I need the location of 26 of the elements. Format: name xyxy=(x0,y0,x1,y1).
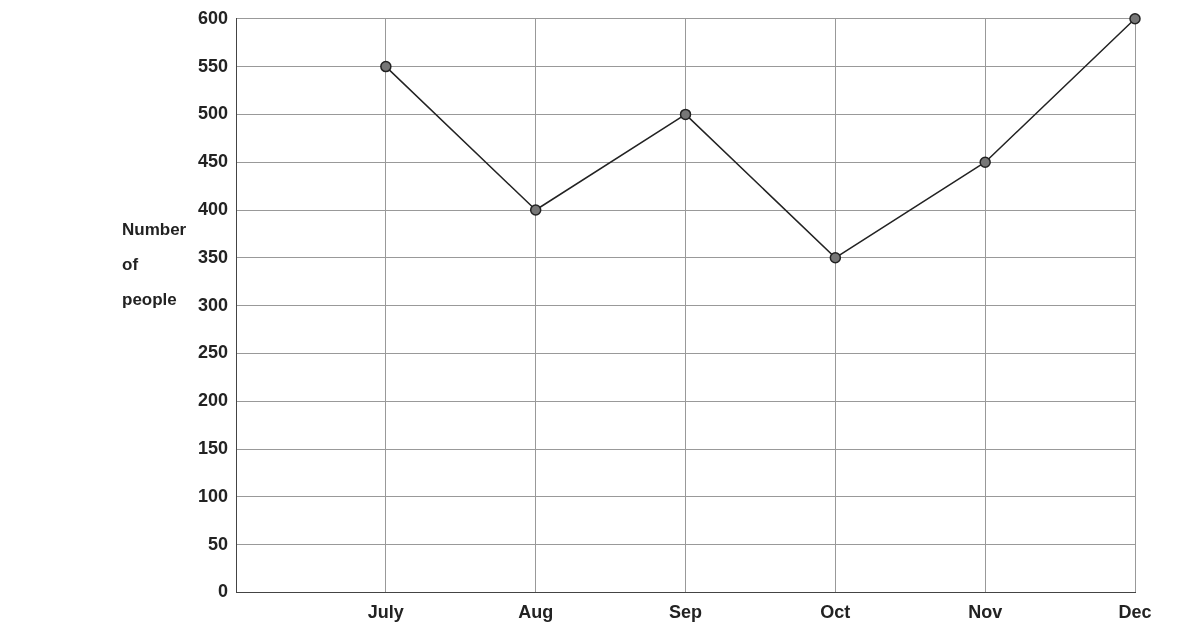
y-tick-label: 550 xyxy=(197,55,229,76)
y-tick-label: 500 xyxy=(197,103,229,124)
point xyxy=(829,252,842,264)
y-tick-label: 150 xyxy=(197,437,229,458)
y-axis-title: Number of people xyxy=(122,220,187,310)
x-tick-label: Sep xyxy=(669,602,703,623)
y-tick-label: 300 xyxy=(197,294,229,315)
point xyxy=(529,204,542,216)
y-tick-label: 250 xyxy=(197,342,229,363)
point xyxy=(679,108,692,121)
point xyxy=(979,156,991,168)
y-tick-label: 50 xyxy=(208,533,229,554)
y-tick-label: 200 xyxy=(197,390,229,411)
y-tick-label: 400 xyxy=(197,198,229,219)
point xyxy=(1129,13,1141,25)
y-tick-label: 600 xyxy=(197,7,229,28)
x-tick-label: Dec xyxy=(1118,602,1152,623)
y-tick-label: 350 xyxy=(197,246,229,267)
y-tick-label: 100 xyxy=(197,485,229,506)
x-tick-label: Nov xyxy=(968,602,1003,623)
x-tick-label: Aug xyxy=(518,602,554,623)
point xyxy=(380,60,392,73)
y-tick-label: 0 xyxy=(218,581,229,602)
y-tick-label: 450 xyxy=(197,151,229,172)
x-tick-label: Oct xyxy=(820,602,851,623)
x-tick-label: July xyxy=(367,602,404,623)
